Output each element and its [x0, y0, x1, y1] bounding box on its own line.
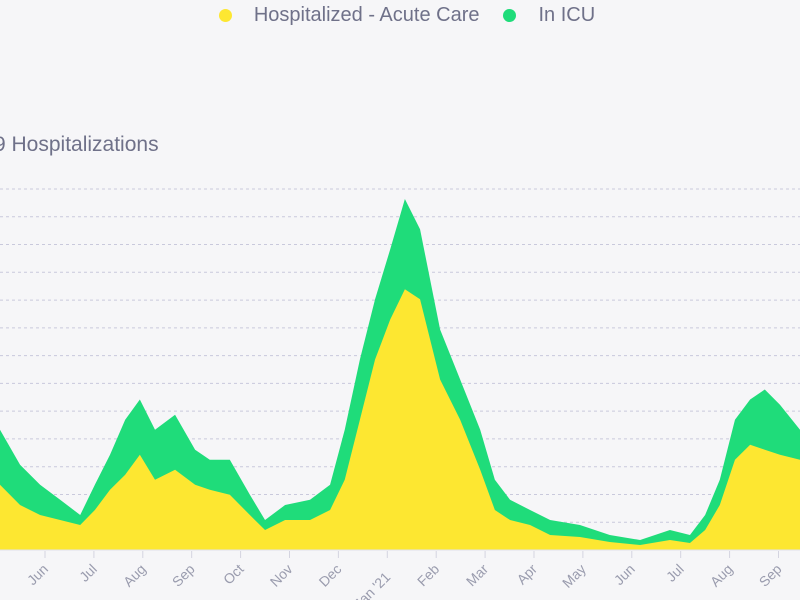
- legend-marker-icu: [503, 9, 517, 22]
- x-tick-label: Aug: [707, 561, 736, 590]
- legend-item-acute-care[interactable]: Hospitalized - Acute Care: [218, 4, 480, 27]
- chart-title: 9 Hospitalizations: [0, 133, 159, 156]
- chart-legend: Hospitalized - Acute Care In ICU: [0, 4, 800, 27]
- legend-marker-acute-care: [218, 9, 232, 22]
- x-tick-label: Sep: [169, 561, 198, 590]
- x-tick-label: Jun: [24, 561, 51, 588]
- x-tick-label: Aug: [120, 561, 149, 590]
- x-tick-label: Jul: [663, 561, 687, 585]
- x-tick-label: Mar: [463, 561, 492, 590]
- x-tick-label: Oct: [220, 561, 247, 588]
- x-tick-label: Jan '21: [350, 569, 393, 600]
- x-tick-label: Jun: [611, 561, 638, 588]
- x-tick-label: Dec: [316, 561, 345, 590]
- legend-label-acute-care: Hospitalized - Acute Care: [253, 4, 480, 26]
- series-area-acute-care: [0, 289, 800, 550]
- x-tick-label: Nov: [267, 561, 296, 590]
- x-tick-label: May: [559, 561, 589, 591]
- legend-item-icu[interactable]: In ICU: [503, 4, 595, 27]
- x-tick-label: Apr: [513, 561, 540, 588]
- x-tick-label: Jul: [76, 561, 100, 585]
- legend-label-icu: In ICU: [538, 4, 596, 26]
- x-tick-label: Feb: [414, 561, 443, 590]
- x-tick-label: Sep: [756, 561, 785, 590]
